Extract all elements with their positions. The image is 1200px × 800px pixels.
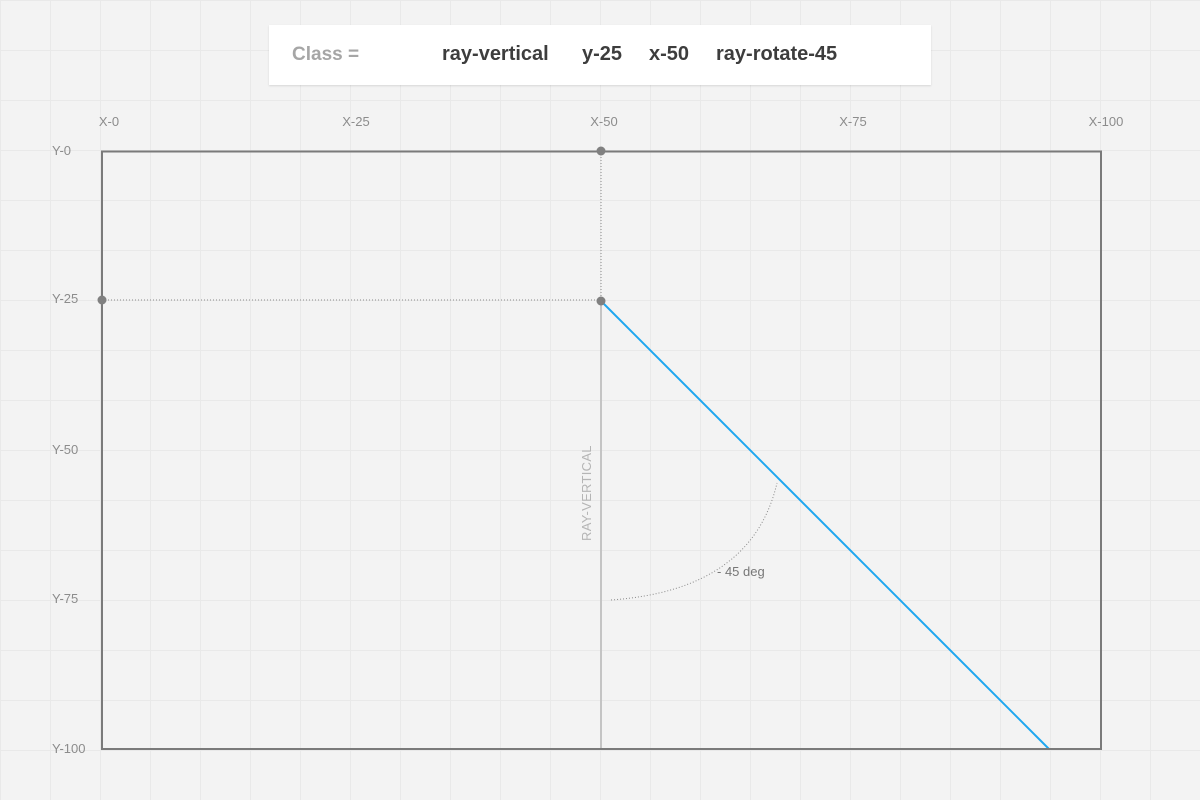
y-axis-label-75: Y-75	[52, 591, 78, 606]
origin-point	[596, 296, 606, 306]
x-axis-label-25: X-25	[342, 114, 369, 129]
x-axis-label-75: X-75	[839, 114, 866, 129]
y-axis-label-25: Y-25	[52, 291, 78, 306]
y-axis-label-50: Y-50	[52, 442, 78, 457]
ray-label: RAY-VERTICAL	[579, 445, 594, 541]
class-token-y: y-25	[582, 43, 623, 65]
rotated-ray	[600, 300, 1050, 750]
class-label: Class =	[292, 44, 360, 65]
x-axis-label-0: X-0	[99, 114, 119, 129]
y-axis-label-100: Y-100	[52, 741, 86, 756]
y-axis-label-0: Y-0	[52, 143, 71, 158]
class-bar: Class = ray-vertical y-25 x-50 ray-rotat…	[269, 25, 931, 85]
class-token-x: x-50	[649, 43, 690, 65]
x-anchor-point	[596, 146, 606, 156]
x-axis-label-50: X-50	[590, 114, 617, 129]
angle-arc	[610, 482, 778, 601]
angle-label: - 45 deg	[717, 564, 765, 579]
class-token-ray-vertical: ray-vertical	[442, 43, 549, 65]
x-axis-label-100: X-100	[1089, 114, 1124, 129]
class-token-rotate: ray-rotate-45	[716, 43, 838, 65]
y-anchor-point	[97, 295, 107, 305]
